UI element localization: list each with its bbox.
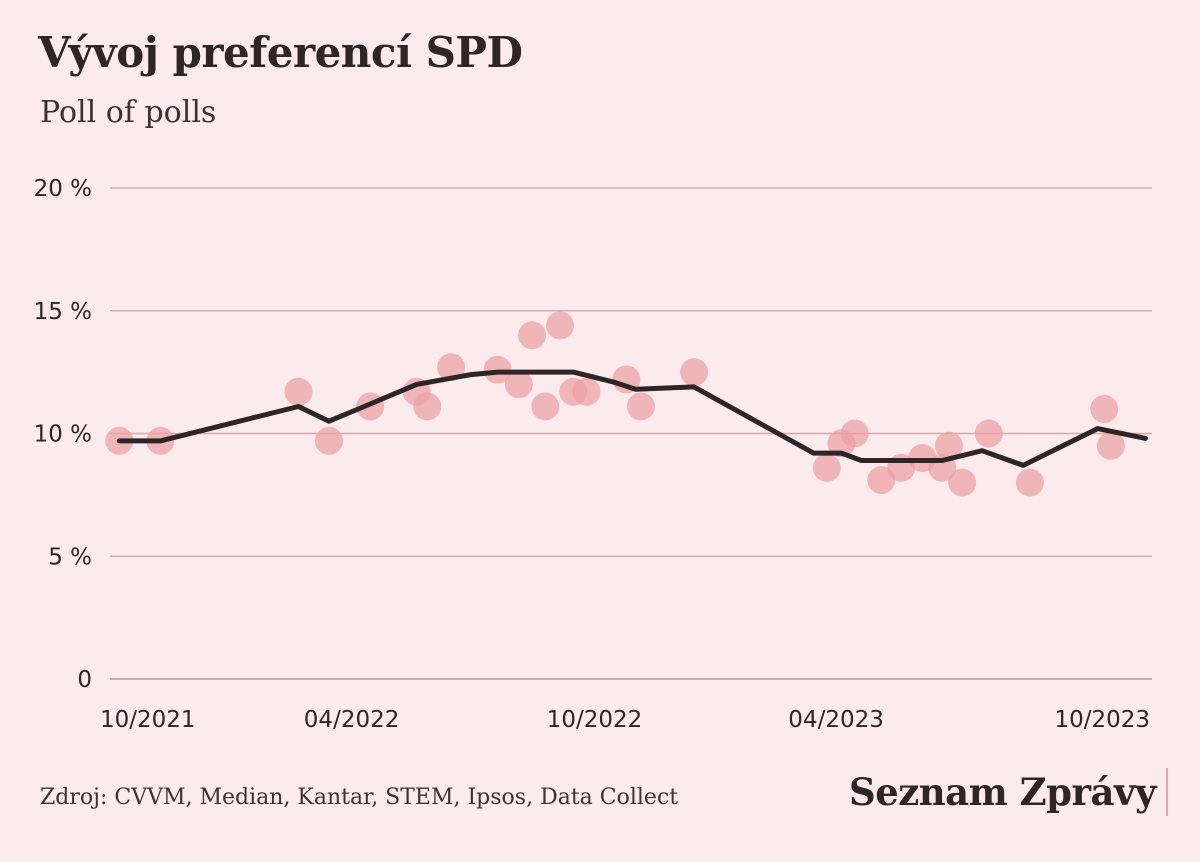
- poll-point: [840, 419, 869, 448]
- poll-point: [1090, 394, 1119, 423]
- poll-point: [284, 377, 313, 406]
- poll-point: [531, 392, 560, 421]
- poll-point: [545, 311, 574, 340]
- poll-point: [572, 377, 601, 406]
- chart-subtitle: Poll of polls: [40, 95, 217, 130]
- source-note: Zdroj: CVVM, Median, Kantar, STEM, Ipsos…: [40, 785, 679, 810]
- poll-point: [413, 392, 442, 421]
- poll-point: [518, 321, 547, 350]
- x-tick-label: 10/2021: [100, 707, 196, 733]
- x-tick-label: 10/2023: [1054, 707, 1150, 733]
- line-layer: [116, 369, 1148, 468]
- y-tick-label: 20 %: [34, 176, 92, 202]
- point-layer: [105, 311, 1125, 497]
- label-layer: 0 5 % 10 % 15 % 20 % 10/2021 04/2022 10/2022 04/…: [34, 176, 1150, 733]
- chart-title: Vývoj preferencí SPD: [38, 28, 523, 77]
- poll-point: [934, 431, 963, 460]
- poll-point: [626, 392, 655, 421]
- x-tick-label: 04/2023: [788, 707, 884, 733]
- y-tick-label: 10 %: [34, 422, 92, 448]
- poll-point: [680, 358, 709, 387]
- y-tick-label: 0: [77, 667, 92, 693]
- y-tick-label: 5 %: [48, 544, 92, 570]
- poll-point: [812, 453, 841, 482]
- x-tick-label: 10/2022: [547, 707, 643, 733]
- poll-point: [315, 426, 344, 455]
- poll-point: [1096, 431, 1125, 460]
- poll-point: [437, 353, 466, 382]
- x-tick-label: 04/2022: [304, 707, 400, 733]
- poll-point: [1015, 468, 1044, 497]
- poll-point: [974, 419, 1003, 448]
- poll-point: [504, 370, 533, 399]
- trend-line: [116, 369, 1148, 468]
- poll-point: [948, 468, 977, 497]
- y-tick-label: 15 %: [34, 299, 92, 325]
- brand-divider: [1166, 768, 1168, 816]
- brand-logo: Seznam Zprávy: [848, 770, 1157, 814]
